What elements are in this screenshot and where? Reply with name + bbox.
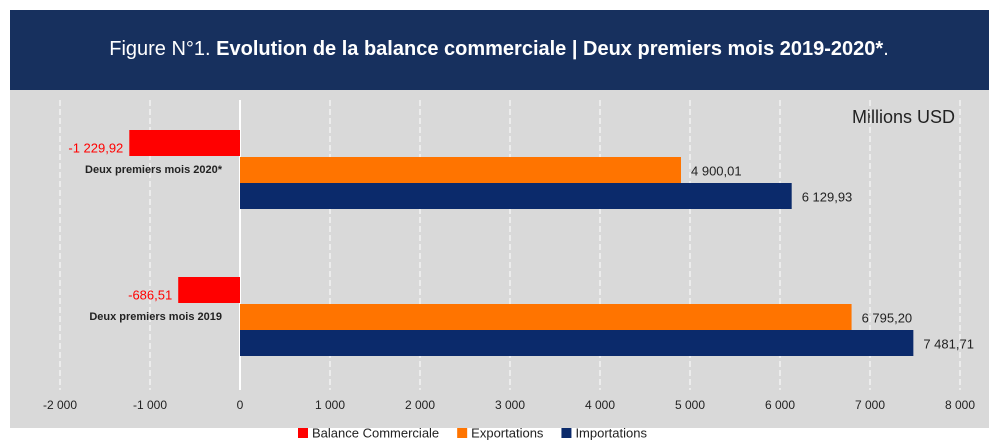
x-tick-label: -2 000 (43, 398, 77, 412)
title-bar (10, 10, 989, 90)
category-label: Deux premiers mois 2020* (85, 164, 223, 176)
bar (240, 157, 682, 183)
bar (240, 183, 792, 209)
bar (240, 304, 852, 330)
legend-label: Importations (575, 425, 647, 440)
chart-title: Figure N°1. Evolution de la balance comm… (109, 38, 889, 60)
x-tick-label: -1 000 (133, 398, 167, 412)
x-tick-label: 8 000 (945, 398, 975, 412)
x-tick-label: 2 000 (405, 398, 435, 412)
value-label: 4 900,01 (691, 163, 742, 178)
x-tick-label: 6 000 (765, 398, 795, 412)
value-label: 7 481,71 (923, 336, 974, 351)
legend-swatch (298, 428, 308, 438)
unit-label: Millions USD (852, 107, 955, 127)
value-label: 6 129,93 (802, 189, 853, 204)
title-main: Evolution de la balance commerciale | De… (216, 38, 883, 60)
value-label: -1 229,92 (68, 140, 123, 155)
bar (240, 330, 914, 356)
x-tick-label: 5 000 (675, 398, 705, 412)
x-tick-label: 4 000 (585, 398, 615, 412)
bar (129, 130, 240, 156)
title-prefix: Figure N°1. (109, 38, 216, 60)
legend-swatch (561, 428, 572, 438)
x-tick-label: 7 000 (855, 398, 885, 412)
legend-swatch (457, 428, 468, 438)
x-tick-label: 1 000 (315, 398, 345, 412)
x-tick-label: 0 (237, 398, 244, 412)
title-suffix: . (883, 38, 889, 60)
value-label: 6 795,20 (862, 310, 913, 325)
x-tick-label: 3 000 (495, 398, 525, 412)
legend-label: Balance Commerciale (312, 425, 439, 440)
bar (178, 277, 240, 303)
legend-label: Exportations (471, 425, 544, 440)
category-label: Deux premiers mois 2019 (89, 311, 222, 323)
value-label: -686,51 (128, 287, 172, 302)
